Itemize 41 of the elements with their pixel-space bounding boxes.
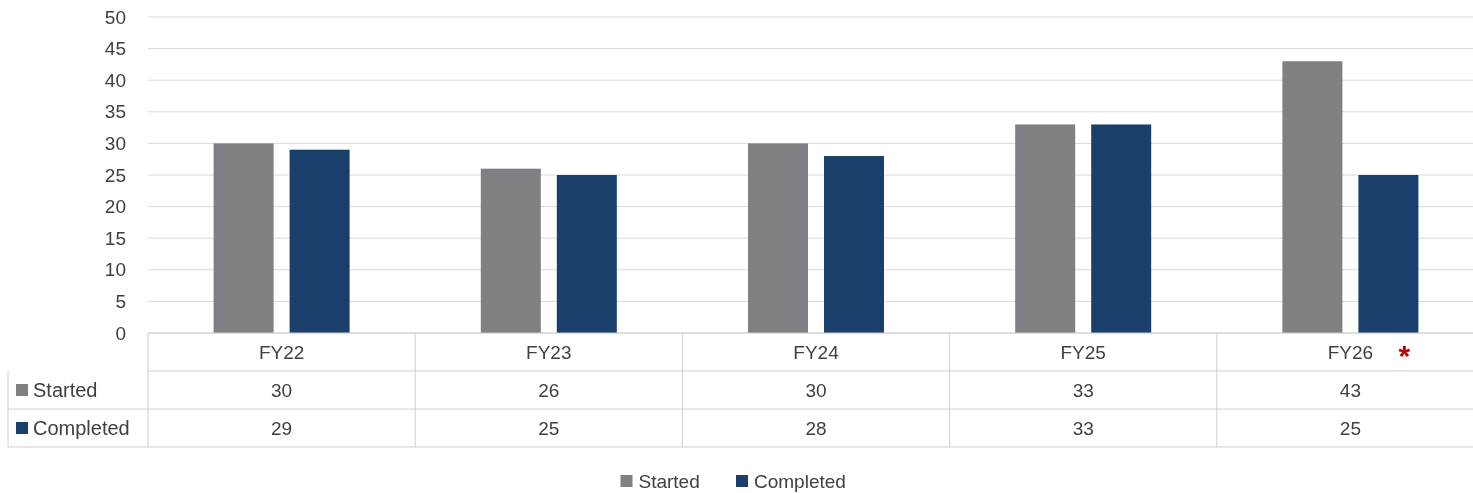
y-tick-label: 0 (115, 322, 126, 344)
bar (1091, 124, 1152, 333)
x-tick-label: FY22 (258, 341, 305, 363)
bar (213, 143, 274, 333)
x-tick-label: FY26 (1327, 341, 1374, 363)
x-tick-label: FY25 (1060, 341, 1106, 363)
bar (480, 168, 541, 333)
bar (289, 149, 350, 333)
y-tick-label: 20 (104, 196, 126, 218)
data-label: 25 (1339, 417, 1361, 439)
data-label: 26 (538, 379, 560, 401)
y-tick-label: 25 (104, 164, 126, 186)
data-label: 30 (271, 379, 293, 401)
y-tick-label: 10 (104, 259, 126, 281)
y-tick-label: 30 (104, 133, 126, 155)
bar (556, 175, 617, 333)
data-label: 43 (1339, 379, 1361, 401)
y-tick-label: 5 (115, 291, 126, 313)
data-label: 33 (1072, 379, 1094, 401)
bar (1358, 175, 1419, 333)
y-tick-label: 40 (104, 69, 126, 91)
bar (748, 143, 808, 333)
text: * (1398, 339, 1411, 372)
x-tick-label: FY23 (526, 341, 572, 363)
text: Completed (33, 417, 130, 439)
bar (1015, 124, 1076, 333)
bar (824, 156, 884, 333)
legend-label: Completed (754, 470, 846, 492)
y-tick-label: 45 (104, 38, 126, 60)
y-tick-label: 15 (104, 227, 126, 249)
data-label: 25 (538, 417, 560, 439)
bar (1282, 61, 1343, 333)
data-label: 33 (1072, 417, 1094, 439)
data-label: 28 (805, 417, 827, 439)
data-label: 30 (805, 379, 827, 401)
x-tick-label: FY24 (793, 341, 840, 363)
y-tick-label: 35 (104, 101, 126, 123)
legend-label: Started (33, 379, 98, 401)
text: Started (638, 470, 700, 492)
data-label: 29 (271, 417, 293, 439)
y-tick-label: 50 (104, 6, 126, 28)
